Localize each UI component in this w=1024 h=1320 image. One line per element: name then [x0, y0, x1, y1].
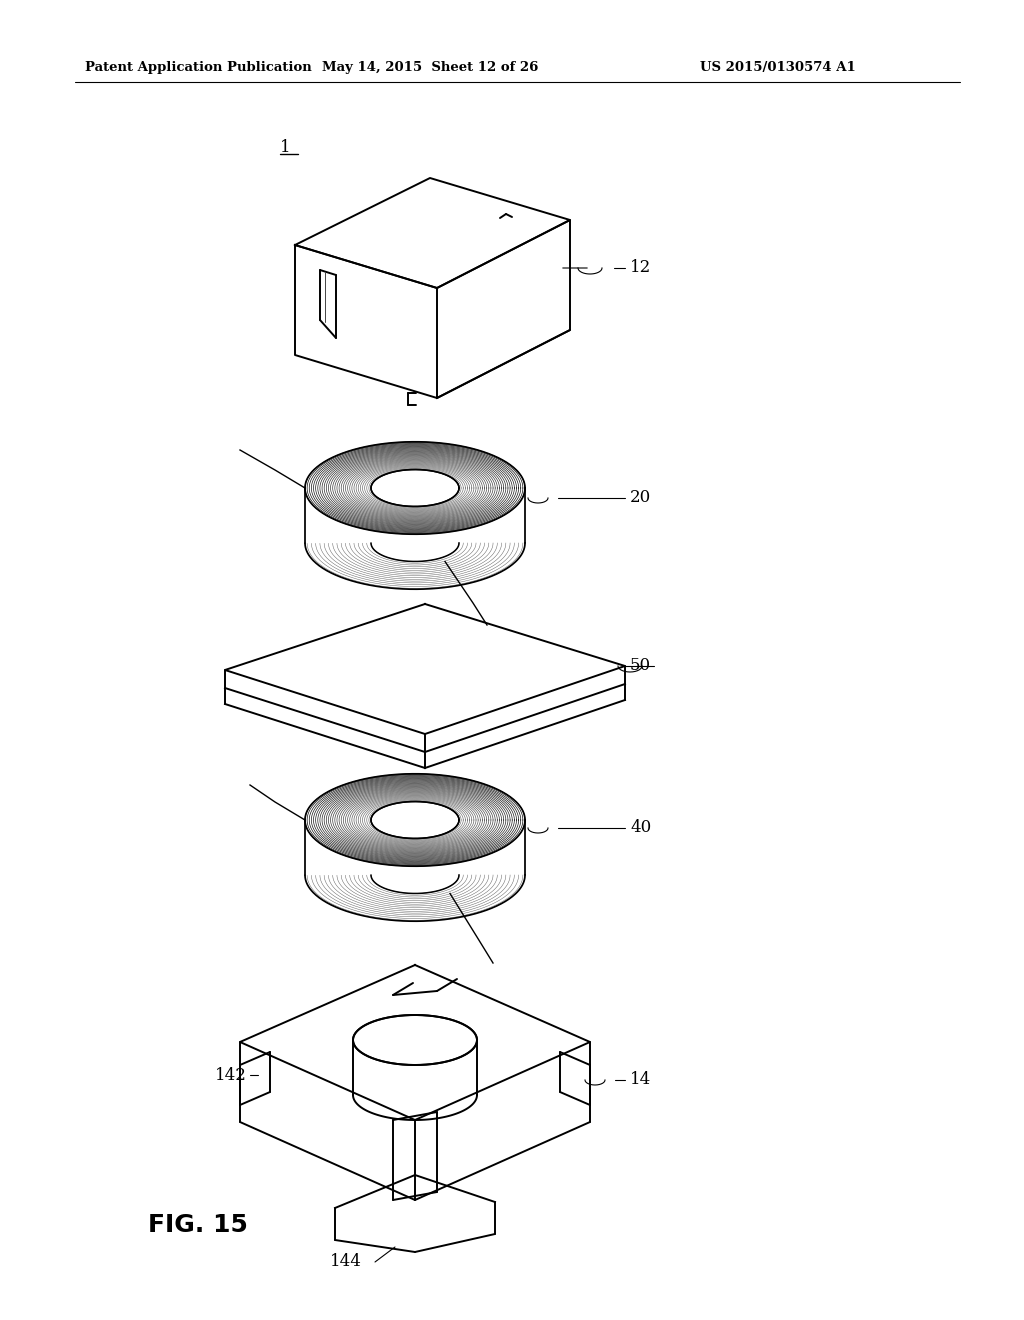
Text: 50: 50 — [630, 657, 651, 675]
Polygon shape — [371, 470, 459, 507]
Polygon shape — [353, 1015, 477, 1065]
Text: FIG. 15: FIG. 15 — [148, 1213, 248, 1237]
Text: 12: 12 — [630, 260, 651, 276]
Text: May 14, 2015  Sheet 12 of 26: May 14, 2015 Sheet 12 of 26 — [322, 62, 539, 74]
Text: 142: 142 — [215, 1067, 247, 1084]
Text: 144: 144 — [330, 1254, 361, 1270]
Polygon shape — [371, 801, 459, 838]
Text: Patent Application Publication: Patent Application Publication — [85, 62, 311, 74]
Text: 40: 40 — [630, 820, 651, 837]
Text: 1: 1 — [280, 140, 291, 157]
Text: US 2015/0130574 A1: US 2015/0130574 A1 — [700, 62, 856, 74]
Text: 14: 14 — [630, 1072, 651, 1089]
Text: 20: 20 — [630, 490, 651, 507]
